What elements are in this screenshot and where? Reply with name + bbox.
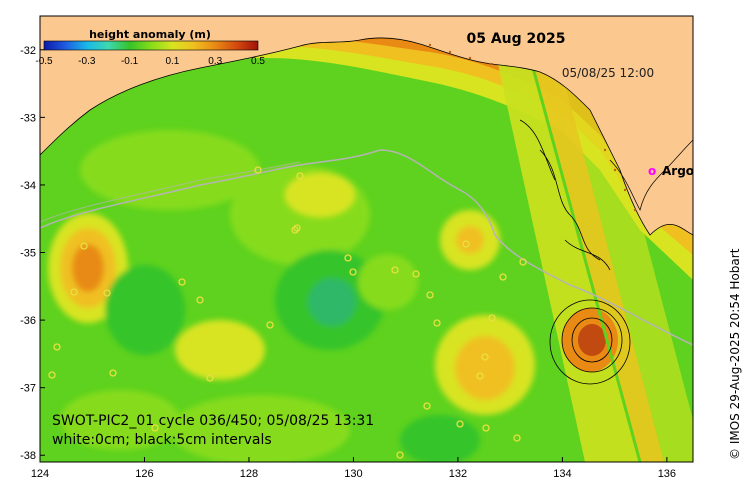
colorbar-gradient (43, 40, 259, 51)
shelf-contour-line (40, 149, 693, 346)
lat-tick-label: -32 (20, 45, 36, 57)
lat-tick-label: -34 (20, 180, 36, 192)
coastal-dots (428, 43, 637, 212)
anomaly-blobs (48, 130, 535, 462)
colorbar-title: height anomaly (m) (89, 28, 211, 41)
latitude-axis: -32 -33 -34 -35 -36 -37 -38 (20, 45, 45, 462)
colorbar-tick-label: -0.1 (121, 56, 139, 67)
swot-swath (498, 63, 693, 462)
colorbar-tick-label: 0.1 (165, 56, 179, 67)
lon-tick-label: 132 (449, 468, 467, 480)
argo-legend-marker: o (648, 164, 656, 178)
lat-tick-label: -35 (20, 248, 36, 260)
lat-tick-label: -38 (20, 450, 36, 462)
colorbar-tick-label: -0.5 (35, 56, 53, 67)
date-title: 05 Aug 2025 (466, 31, 565, 47)
shelf-contour-line-2 (40, 161, 301, 223)
swot-caption: SWOT-PIC2_01 cycle 036/450; 05/08/25 13:… (52, 413, 374, 429)
lon-tick-label: 128 (240, 468, 258, 480)
lon-tick-label: 136 (658, 468, 676, 480)
contour-caption: white:0cm; black:5cm intervals (52, 432, 272, 448)
longitude-axis: 124 126 128 130 132 134 136 (31, 457, 676, 480)
colorbar-tick-label: 0.5 (251, 56, 265, 67)
gulf-coastline (609, 139, 693, 211)
lon-tick-label: 134 (553, 468, 571, 480)
imos-credit: © IMOS 29-Aug-2025 20:54 Hobart (728, 248, 742, 460)
lat-tick-label: -37 (20, 383, 36, 395)
colorbar-tick-label: 0.3 (208, 56, 222, 67)
track-time: 05/08/25 12:00 (562, 66, 654, 80)
argo-legend-label: Argo (662, 164, 694, 178)
plot-area (40, 16, 693, 462)
coastline (40, 37, 693, 236)
lon-tick-label: 126 (135, 468, 153, 480)
argo-floats (48, 166, 527, 459)
colorbar-tick-label: -0.3 (78, 56, 96, 67)
land-mass (40, 16, 693, 235)
swath-nadir-gap (530, 63, 642, 462)
lon-tick-label: 130 (344, 468, 362, 480)
lat-tick-label: -33 (20, 112, 36, 124)
colorbar: height anomaly (m) -0.5 -0.3 -0.1 0.1 0.3 0.5 (35, 28, 265, 67)
lon-tick-label: 124 (31, 468, 49, 480)
plot-frame (39, 15, 694, 463)
lat-tick-label: -36 (20, 315, 36, 327)
colorbar-ticks: -0.5 -0.3 -0.1 0.1 0.3 0.5 (35, 56, 265, 67)
